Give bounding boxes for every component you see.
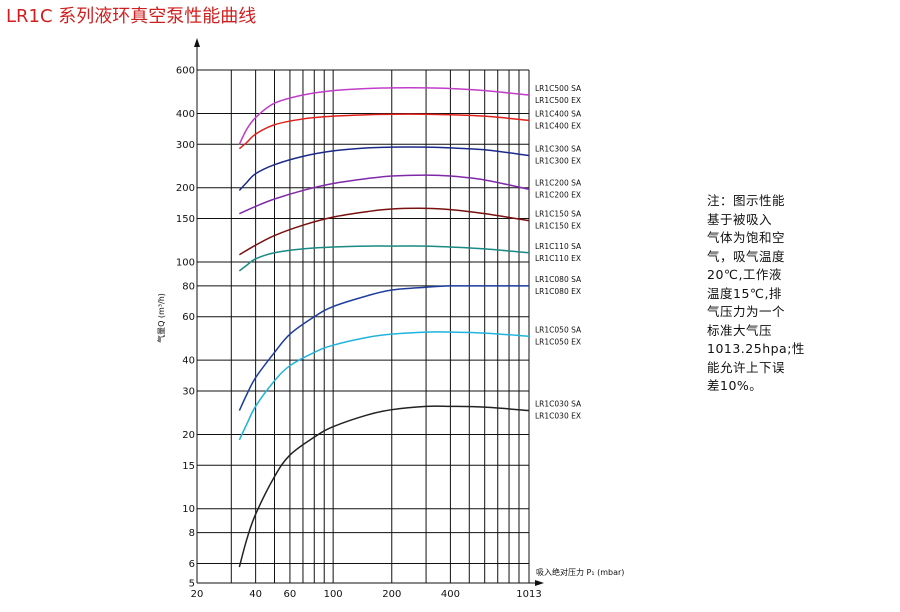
y-tick-label: 300 <box>176 140 195 151</box>
series-label: LR1C200 EX <box>535 190 581 199</box>
series-label: LR1C110 SA <box>535 242 582 251</box>
y-tick-label: 30 <box>182 387 195 398</box>
y-tick-label: 80 <box>182 281 195 292</box>
x-tick-label: 1013 <box>516 589 541 600</box>
series-line <box>238 113 530 150</box>
note-line: 差10%。 <box>707 378 763 393</box>
note-line: 温度15℃,排 <box>707 285 782 301</box>
page-title: LR1C 系列液环真空泵性能曲线 <box>6 6 257 27</box>
x-axis-arrow <box>535 580 544 586</box>
series-label: LR1C050 EX <box>535 337 581 346</box>
series-line <box>239 174 530 215</box>
y-tick-label: 60 <box>182 312 195 323</box>
y-axis-label: 气量Q (m³/h) <box>156 293 166 343</box>
note-line: 基于被吸入 <box>707 211 773 227</box>
y-tick-label: 150 <box>176 214 195 225</box>
series-label: LR1C500 SA <box>535 84 582 93</box>
series-label: LR1C110 EX <box>535 254 581 263</box>
series-label: LR1C030 SA <box>535 400 582 409</box>
series-label: LR1C150 EX <box>535 222 581 231</box>
y-axis-arrow <box>194 38 200 47</box>
y-tick-label: 10 <box>182 504 195 515</box>
y-tick-label: 400 <box>176 109 195 120</box>
series-line <box>238 146 530 191</box>
series-label: LR1C050 SA <box>535 325 582 334</box>
x-tick-label: 200 <box>382 589 401 600</box>
note-line: 气压力为一个 <box>707 304 786 319</box>
x-tick-label: 40 <box>249 589 262 600</box>
x-tick-label: 20 <box>191 589 204 600</box>
series-line <box>238 331 530 441</box>
chart-axes: 5 6 8 10 15 20 30 40 60 80 100 150 200 300 400 600 20 40 6… <box>176 38 544 600</box>
y-tick-label: 5 <box>189 579 195 590</box>
x-tick-label: 400 <box>441 589 460 600</box>
series-label: LR1C400 EX <box>535 121 581 130</box>
chart-grid <box>197 69 530 584</box>
performance-note: 注：图示性能 基于被吸入气体为饱和空 气，吸气温度 20℃,工作液 温度15℃,排 气压力… <box>707 192 819 396</box>
note-line: 气体为饱和空 <box>707 230 786 245</box>
series-line <box>238 207 530 256</box>
series-label: LR1C500 EX <box>535 96 581 105</box>
series-line <box>238 405 530 568</box>
x-tick-label: 100 <box>324 589 343 600</box>
note-line: 能允许上下误 <box>707 359 786 375</box>
series-label: LR1C030 EX <box>535 412 581 421</box>
chart-series <box>238 87 530 568</box>
note-line: 注：图示性能 <box>707 193 786 208</box>
series-labels: LR1C500 SA LR1C500 EX LR1C400 SA LR1C400 EX… <box>535 84 582 421</box>
series-line <box>238 245 530 272</box>
note-line: 气，吸气温度 <box>707 248 786 264</box>
y-tick-label: 15 <box>182 461 195 472</box>
series-label: LR1C300 EX <box>535 157 581 166</box>
series-line <box>238 87 530 145</box>
y-tick-label: 6 <box>189 559 195 570</box>
note-line: 20℃,工作液 <box>707 267 782 282</box>
series-label: LR1C300 SA <box>535 145 582 154</box>
x-tick-label: 60 <box>284 589 297 600</box>
series-label: LR1C200 SA <box>535 178 582 187</box>
series-label: LR1C080 EX <box>535 287 581 296</box>
series-label: LR1C400 SA <box>535 109 582 118</box>
x-axis-label: 吸入绝对压力 P₁ (mbar) <box>536 567 624 577</box>
y-tick-label: 40 <box>182 356 195 367</box>
series-label: LR1C080 SA <box>535 275 582 284</box>
y-tick-label: 600 <box>176 66 195 77</box>
series-label: LR1C150 SA <box>535 210 582 219</box>
y-tick-label: 100 <box>176 257 195 268</box>
y-tick-label: 8 <box>189 528 195 539</box>
note-line: 1013.25hpa;性 <box>707 341 805 356</box>
series-line <box>238 285 529 411</box>
y-tick-label: 200 <box>176 183 195 194</box>
y-tick-label: 20 <box>182 430 195 441</box>
note-line: 标准大气压 <box>707 322 773 338</box>
